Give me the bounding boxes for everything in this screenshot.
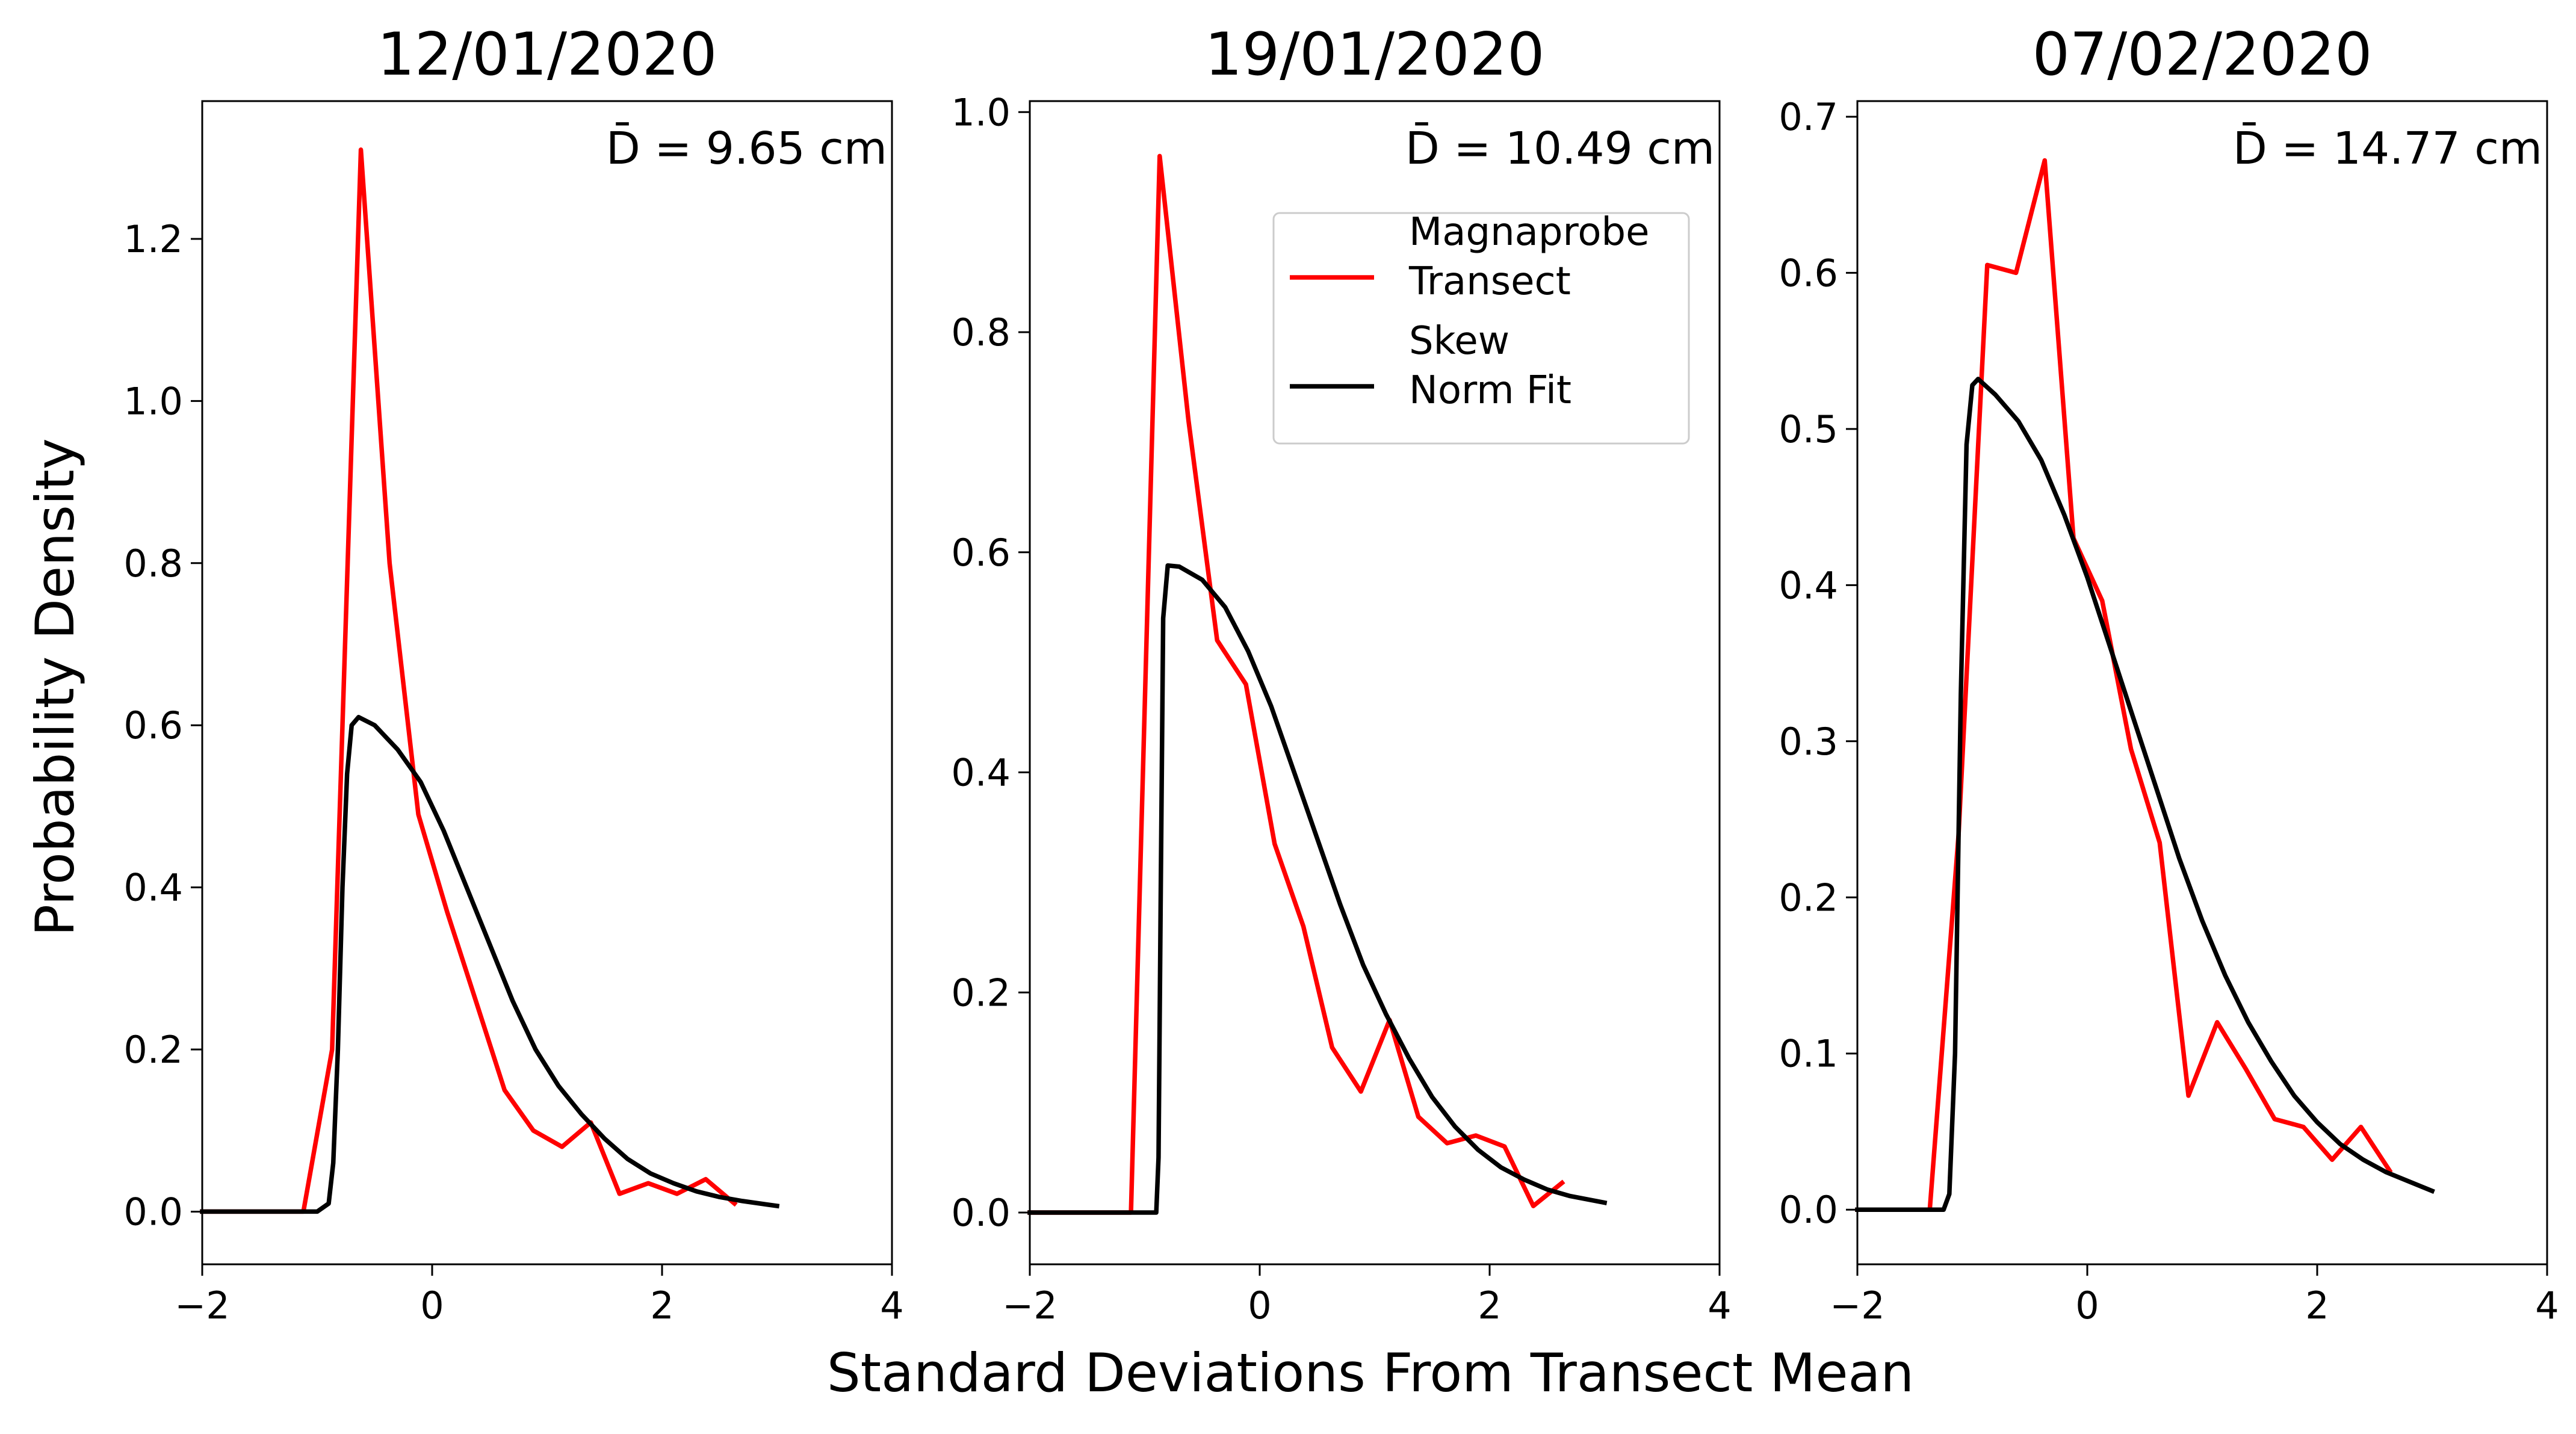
x-tick-label: 0 bbox=[420, 1284, 444, 1327]
axes-frame bbox=[1029, 100, 1721, 1266]
panel-title: 19/01/2020 bbox=[1205, 20, 1545, 89]
panel-1: −2 0 2 4 0.0 0.2 0.4 0.6 0.8 1.0 1.2 12/01/2020 D̄ =… bbox=[123, 20, 903, 1327]
y-tick-label: 0.0 bbox=[1779, 1188, 1838, 1232]
mean-depth-annotation: D̄ = 9.65 cm bbox=[606, 122, 887, 175]
y-tick-label: 0.6 bbox=[123, 703, 183, 747]
y-tick-label: 0.3 bbox=[1779, 720, 1838, 764]
x-tick-label: −2 bbox=[1002, 1284, 1057, 1327]
x-tick-label: 0 bbox=[1248, 1284, 1271, 1327]
legend-label: Transect bbox=[1408, 259, 1571, 304]
y-tick-label: 0.2 bbox=[1779, 876, 1838, 919]
mean-depth-annotation: D̄ = 14.77 cm bbox=[2233, 122, 2542, 175]
legend-label: Norm Fit bbox=[1409, 368, 1571, 413]
panel-title: 07/02/2020 bbox=[2033, 20, 2373, 89]
x-tick-label: 0 bbox=[2075, 1284, 2099, 1327]
y-tick-label: 0.1 bbox=[1779, 1032, 1838, 1076]
y-tick-label: 0.8 bbox=[951, 311, 1011, 354]
y-tick-label: 1.0 bbox=[123, 379, 183, 423]
y-tick-label: 1.2 bbox=[123, 217, 183, 261]
x-tick-label: 4 bbox=[880, 1284, 903, 1327]
axes-frame bbox=[201, 100, 893, 1266]
y-tick-label: 0.7 bbox=[1779, 95, 1838, 139]
axes-frame bbox=[1856, 100, 2548, 1266]
panel-title: 12/01/2020 bbox=[377, 20, 717, 89]
x-axis-label: Standard Deviations From Transect Mean bbox=[827, 1342, 1914, 1404]
y-tick-label: 0.8 bbox=[123, 542, 183, 586]
y-tick-label: 0.2 bbox=[951, 971, 1011, 1015]
x-tick-label: −2 bbox=[1830, 1284, 1884, 1327]
y-tick-label: 0.0 bbox=[951, 1191, 1011, 1235]
legend-label: Skew bbox=[1409, 319, 1509, 363]
transect-line bbox=[1027, 153, 1565, 1215]
skew-norm-fit-line bbox=[1027, 563, 1608, 1215]
y-tick-label: 0.4 bbox=[951, 751, 1011, 795]
y-tick-label: 0.0 bbox=[123, 1190, 183, 1234]
mean-depth-annotation: D̄ = 10.49 cm bbox=[1405, 122, 1715, 175]
x-tick-label: −2 bbox=[175, 1284, 229, 1327]
x-tick-label: 2 bbox=[2305, 1284, 2329, 1327]
x-tick-label: 2 bbox=[1478, 1284, 1501, 1327]
y-tick-label: 0.5 bbox=[1779, 407, 1838, 451]
panel-2: −2 0 2 4 0.0 0.2 0.4 0.6 0.8 1.0 19/01/2020 D̄ = 10… bbox=[951, 20, 1731, 1327]
y-tick-label: 1.0 bbox=[951, 90, 1011, 134]
x-tick-label: 2 bbox=[650, 1284, 673, 1327]
y-tick-label: 0.4 bbox=[1779, 563, 1838, 607]
transect-line bbox=[200, 147, 738, 1214]
x-tick-label: 4 bbox=[1708, 1284, 1731, 1327]
legend-box bbox=[1272, 212, 1690, 445]
panel-3: −2 0 2 4 0.0 0.1 0.2 0.3 0.4 0.5 0.6 0.7 07/02/2020 D… bbox=[1779, 20, 2559, 1327]
y-tick-label: 0.6 bbox=[1779, 251, 1838, 295]
y-tick-label: 0.4 bbox=[123, 866, 183, 910]
skew-norm-fit-line bbox=[200, 714, 780, 1214]
transect-line bbox=[1855, 158, 2393, 1212]
y-tick-label: 0.2 bbox=[123, 1028, 183, 1072]
x-tick-label: 4 bbox=[2535, 1284, 2559, 1327]
skew-norm-fit-line bbox=[1855, 377, 2435, 1212]
y-tick-label: 0.6 bbox=[951, 531, 1011, 575]
legend-label: Magnaprobe bbox=[1409, 210, 1650, 255]
y-axis-label: Probability Density bbox=[24, 438, 86, 936]
